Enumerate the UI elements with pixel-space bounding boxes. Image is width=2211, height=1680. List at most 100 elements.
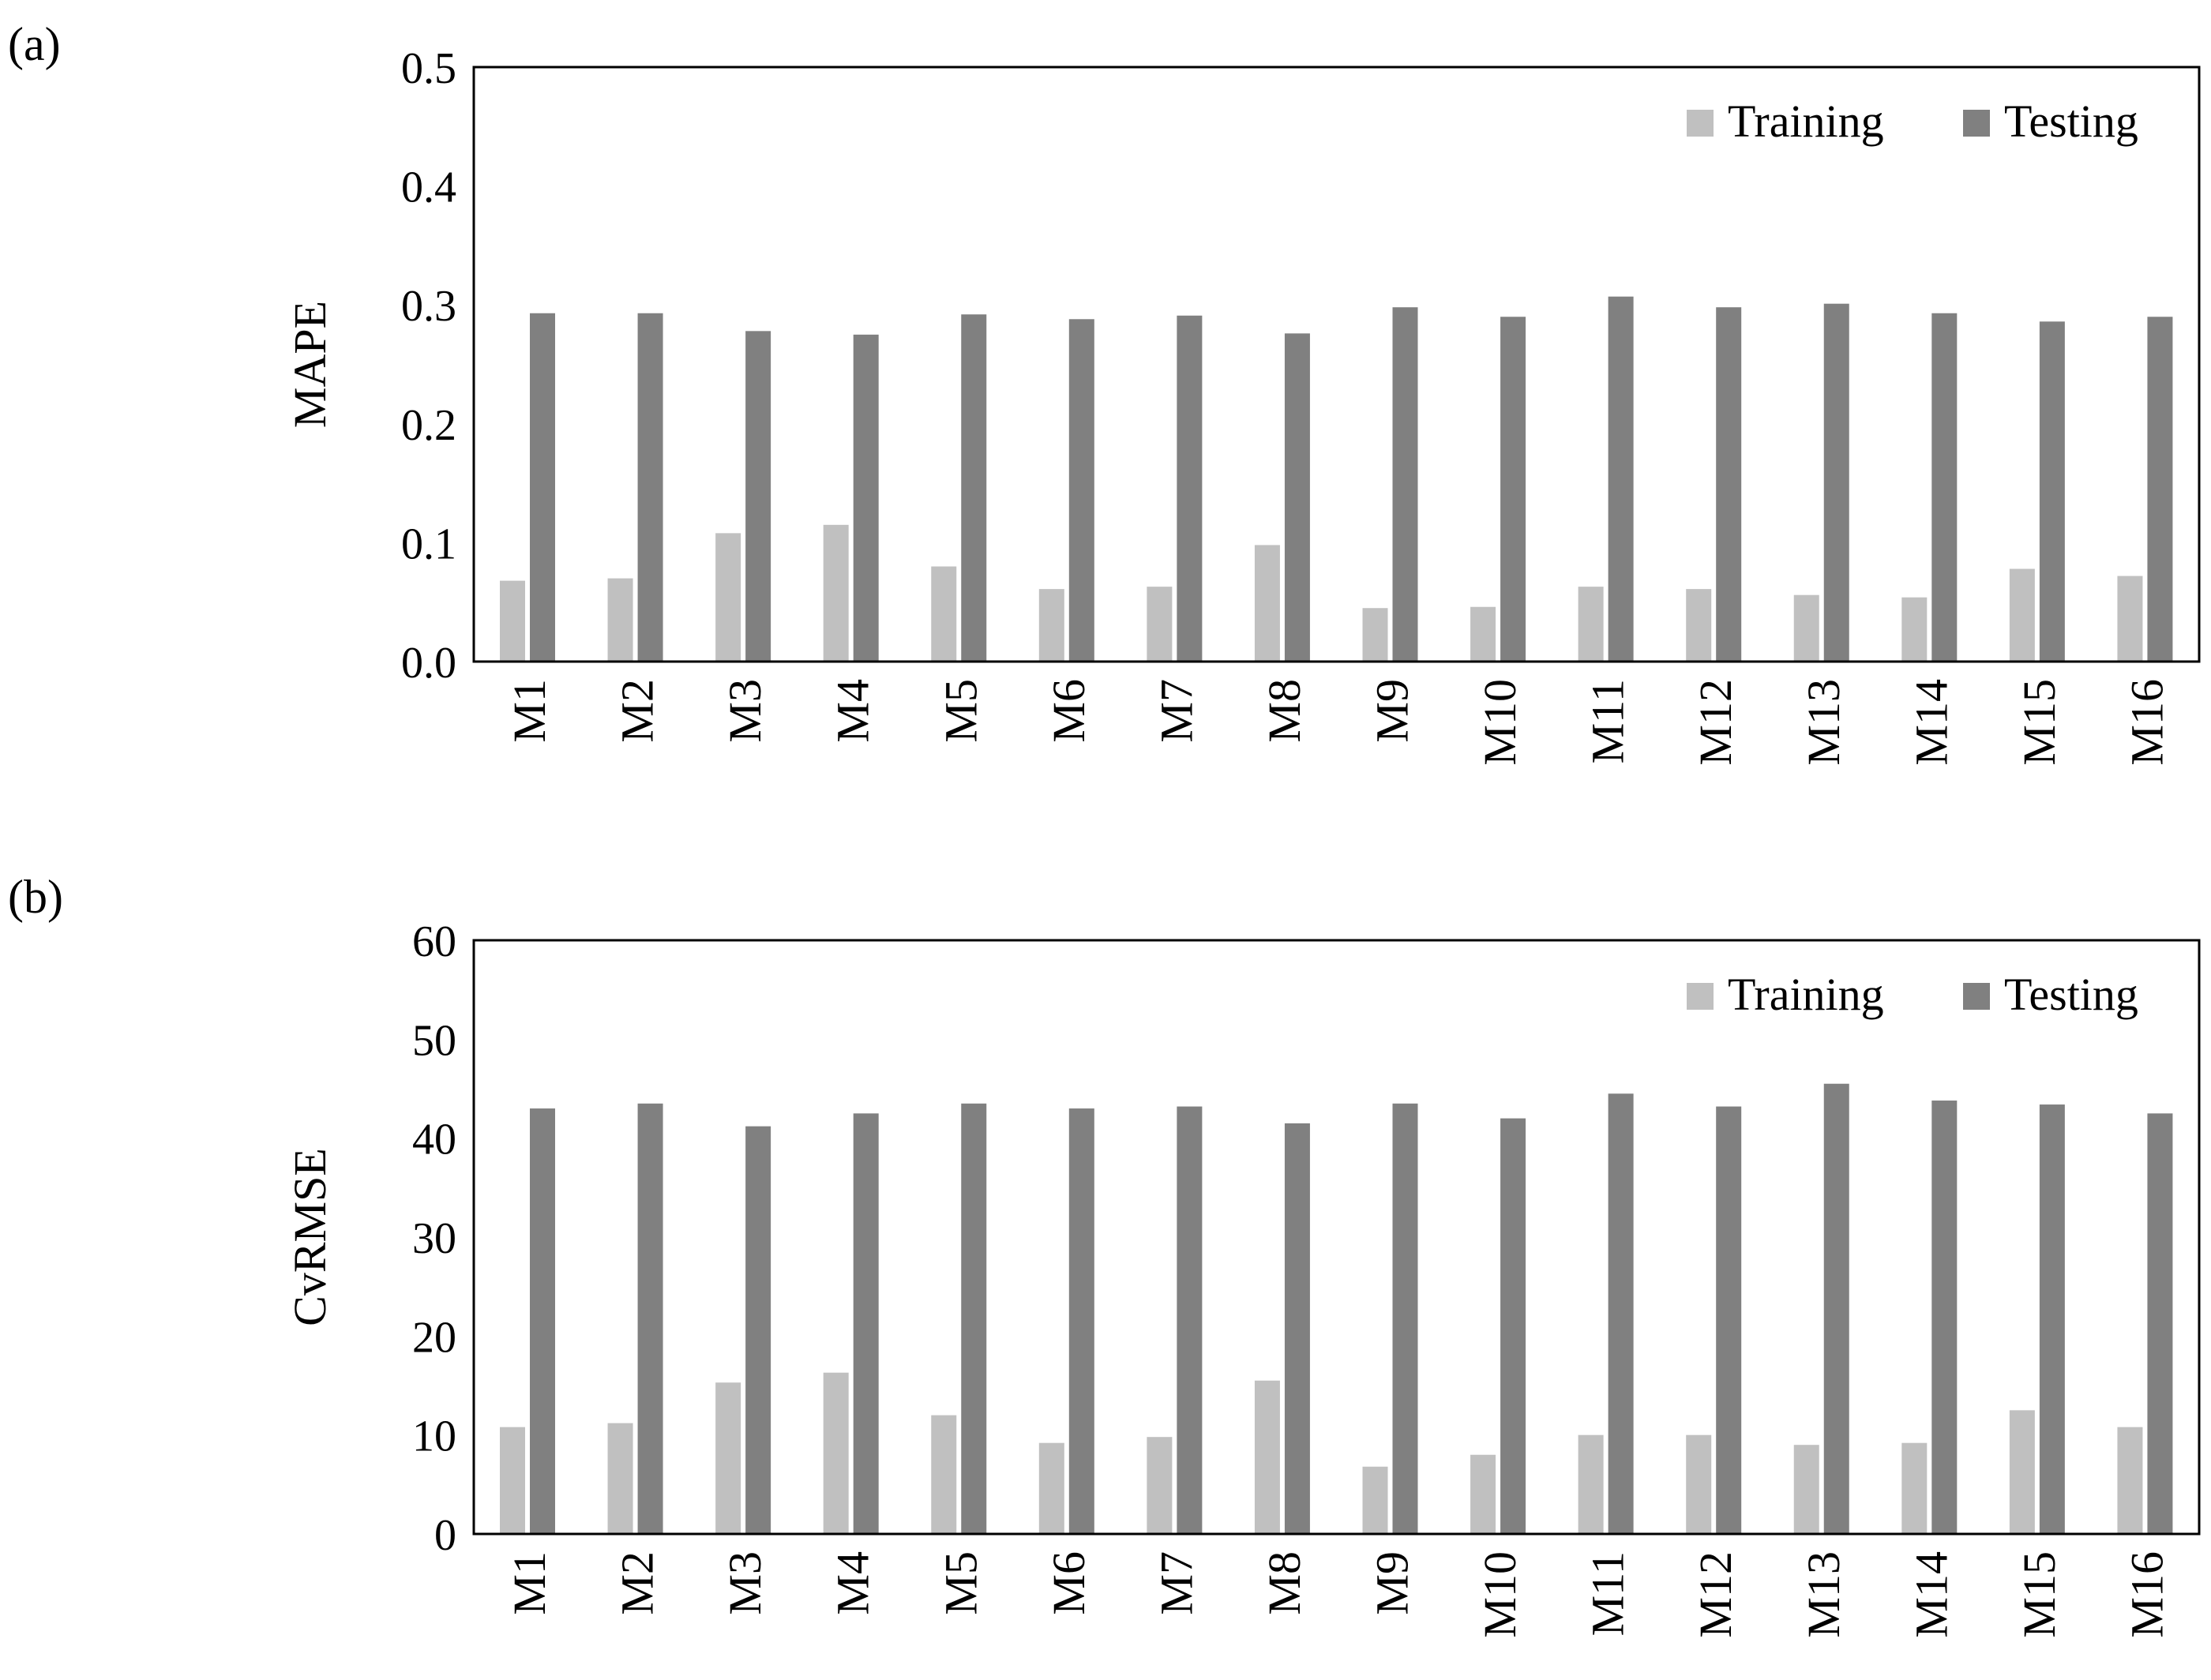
testing-bar-m4 [853,1113,879,1534]
x-category-label: M5 [935,679,986,743]
testing-bar-m13 [1823,1083,1849,1534]
training-bar-m11 [1578,1434,1604,1534]
training-bar-m10 [1470,606,1496,662]
testing-bar-m11 [1608,296,1634,662]
training-bar-m14 [1901,1442,1928,1534]
training-bar-m9 [1362,1466,1388,1534]
plot-area-frame [472,939,2201,1536]
training-bar-m5 [931,566,957,662]
y-tick-label: 20 [412,1313,456,1362]
training-bar-m15 [2009,568,2035,662]
training-bar-m8 [1254,1380,1280,1534]
cvrmse-bar-chart: 0 10 20 30 40 50 60 CvRMSE M1 M2 M3 M4 M5 M6 M7 M8 M9 M10… [284,917,2201,1638]
testing-bar-m5 [961,314,987,662]
training-bar-m6 [1038,589,1064,662]
legend-testing-label: Testing [2004,96,2138,147]
x-category-label: M8 [1259,679,1310,743]
y-tick-label: 0.4 [401,163,456,212]
training-bar-m1 [500,580,525,662]
y-tick-label: 0 [434,1511,456,1560]
x-category-label: M12 [1690,679,1741,766]
training-bar-m7 [1147,1437,1173,1534]
y-tick-label: 0.5 [401,44,456,93]
x-category-label: M12 [1690,1551,1741,1638]
x-category-label: M1 [504,1551,555,1615]
training-bar-m14 [1901,597,1928,662]
testing-bar-m15 [2039,321,2065,662]
x-category-label: M9 [1367,1551,1418,1615]
training-bar-m3 [715,1382,741,1534]
x-category-label: M11 [1582,679,1634,763]
x-category-label: M7 [1151,679,1202,743]
training-bar-m8 [1254,545,1280,662]
testing-bar-m10 [1500,317,1526,662]
training-bar-m5 [931,1415,957,1534]
x-category-label: M2 [612,1551,663,1615]
training-bar-m6 [1038,1442,1064,1534]
x-category-label: M3 [719,679,771,743]
testing-bar-m3 [745,331,771,662]
training-bar-m4 [823,524,849,662]
x-category-label: M14 [1905,679,1957,766]
testing-bar-m8 [1284,333,1310,662]
testing-bar-m1 [530,1108,555,1534]
training-bar-m11 [1578,587,1604,662]
y-tick-label: 10 [412,1412,456,1461]
training-bar-m13 [1793,1445,1819,1534]
testing-bar-m2 [637,1103,663,1534]
testing-bar-m13 [1823,303,1849,662]
training-bar-m2 [607,1423,633,1534]
testing-bar-m7 [1177,315,1203,662]
testing-bar-m1 [530,313,555,662]
legend-training-label: Training [1728,96,1884,147]
testing-bar-m6 [1068,319,1094,662]
y-tick-label: 30 [412,1214,456,1263]
x-category-label: M8 [1259,1551,1310,1615]
testing-bar-m2 [637,313,663,662]
y-tick-label: 50 [412,1016,456,1065]
testing-bar-m16 [2147,1113,2173,1534]
legend-training-swatch [1687,983,1714,1010]
training-bar-m9 [1362,608,1388,662]
testing-bar-m4 [853,334,879,662]
x-category-label: M16 [2121,1551,2172,1638]
legend-training-swatch [1687,110,1714,137]
legend-testing-label: Testing [2004,969,2138,1020]
testing-bar-m9 [1392,307,1418,662]
y-tick-label: 0.0 [401,639,456,688]
testing-bar-m12 [1716,307,1742,662]
y-tick-label: 0.2 [401,401,456,450]
y-tick-label: 0.1 [401,519,456,568]
x-category-label: M1 [504,679,555,743]
x-category-label: M9 [1367,679,1418,743]
x-category-label: M15 [2014,1551,2065,1638]
mape-bar-chart: 0.0 0.1 0.2 0.3 0.4 0.5 MAPE M1 M2 M3 M4 M5 M6 M7 M8 M9… [284,44,2201,766]
panel-b: (b) 0 10 20 30 40 50 60 CvRMSE M1 M2 M3 M4 M5 M6 M7 M8 M… [0,840,2211,1680]
panel-label: (b) [8,871,63,923]
testing-bar-m10 [1500,1118,1526,1534]
x-category-label: M14 [1905,1551,1957,1638]
x-category-label: M4 [828,1551,879,1615]
x-category-label: M13 [1798,679,1849,766]
plot-area-frame [472,66,2201,663]
training-bar-m2 [607,578,633,662]
y-tick-label: 60 [412,917,456,966]
testing-bar-m7 [1177,1106,1203,1534]
training-bar-m16 [2117,1427,2143,1534]
training-bar-m10 [1470,1454,1496,1534]
training-bar-m12 [1686,1434,1712,1534]
testing-bar-m16 [2147,317,2173,662]
training-bar-m1 [500,1427,525,1534]
testing-bar-m12 [1716,1106,1742,1534]
training-bar-m7 [1147,587,1173,662]
testing-bar-m11 [1608,1093,1634,1534]
y-axis-label: MAPE [284,301,336,428]
panel-a: (a) 0.0 0.1 0.2 0.3 0.4 0.5 MAPE M1 M2 M3 M4 M5 M6 M7… [8,18,2201,766]
legend-training-label: Training [1728,969,1884,1020]
legend-testing-swatch [1963,110,1990,137]
testing-bar-m15 [2039,1104,2065,1534]
testing-bar-m5 [961,1103,987,1534]
training-bar-m3 [715,533,741,662]
testing-bar-m14 [1931,313,1958,662]
x-category-label: M13 [1798,1551,1849,1638]
